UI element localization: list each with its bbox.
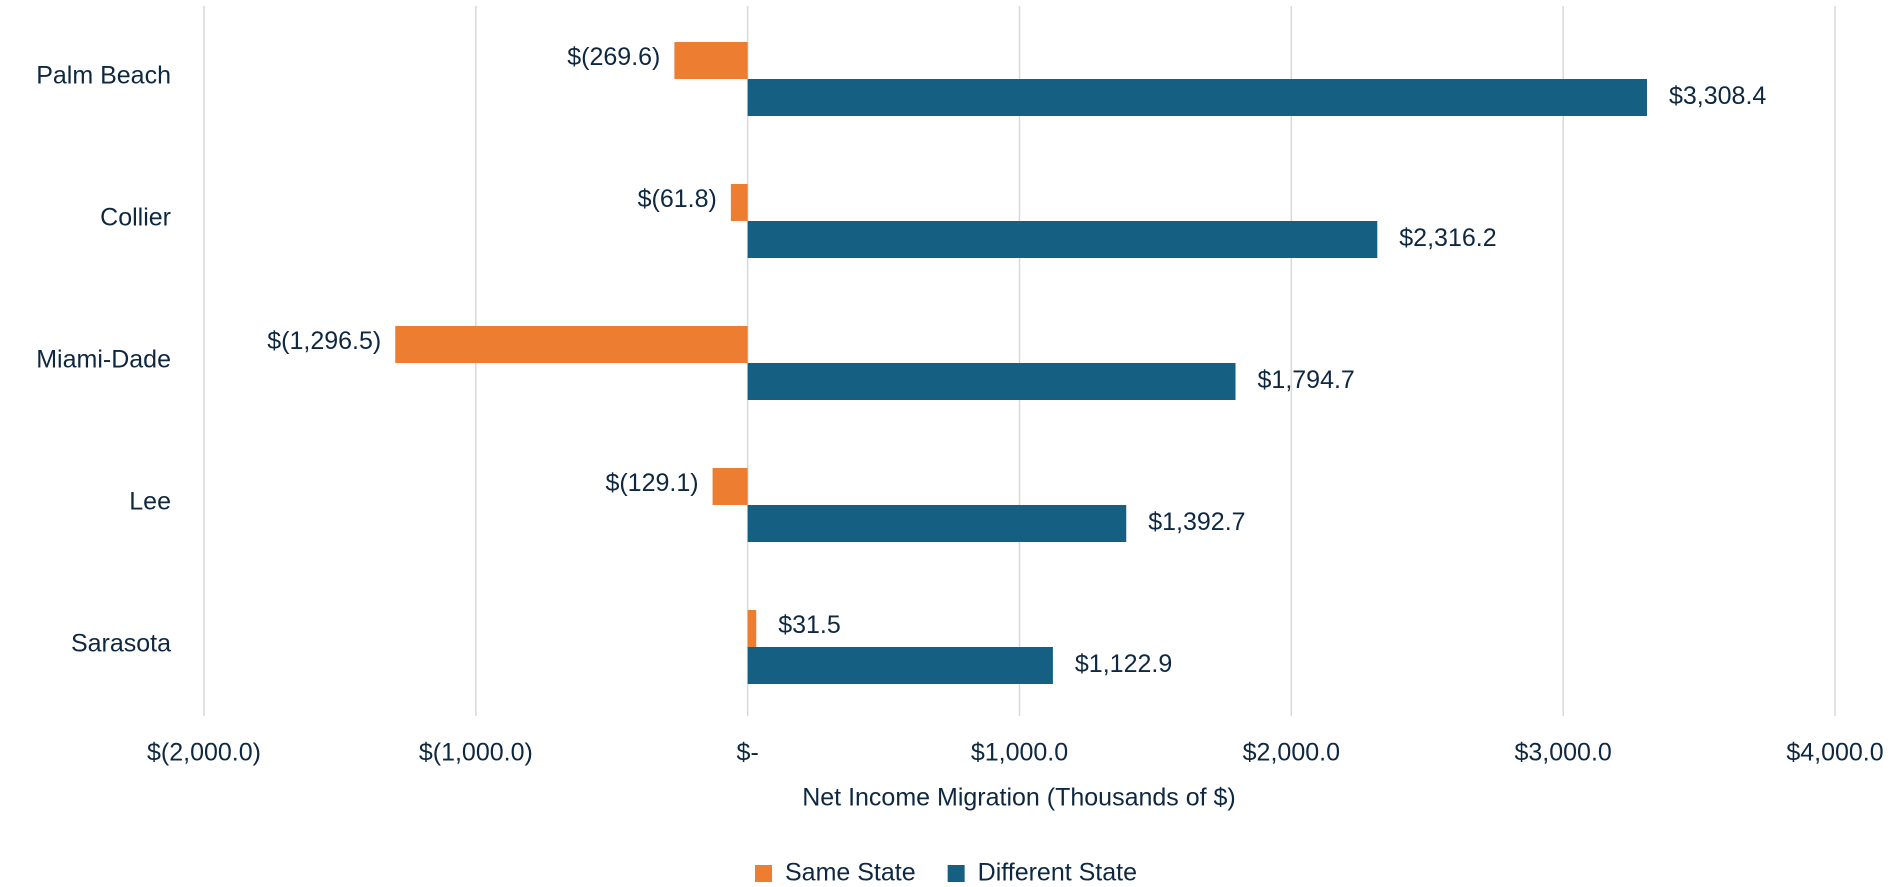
x-tick-label: $3,000.0 xyxy=(1515,739,1612,767)
bar xyxy=(747,647,1053,684)
x-tick-label: $- xyxy=(737,739,759,767)
data-label: $2,316.2 xyxy=(1399,224,1496,252)
y-tick-label: Collier xyxy=(100,204,171,232)
bar xyxy=(747,79,1647,116)
bar xyxy=(395,326,748,363)
y-tick-label: Palm Beach xyxy=(36,62,171,90)
legend-label: Different State xyxy=(978,859,1137,887)
data-label: $(129.1) xyxy=(605,469,698,497)
x-tick-label: $1,000.0 xyxy=(971,739,1068,767)
y-tick-label: Miami-Dade xyxy=(36,346,171,374)
bar xyxy=(747,505,1127,542)
y-tick-label: Lee xyxy=(129,488,171,516)
bar xyxy=(747,221,1378,258)
x-tick-label: $(1,000.0) xyxy=(419,739,533,767)
y-tick-label: Sarasota xyxy=(71,630,171,658)
data-label: $(61.8) xyxy=(638,185,717,213)
data-label: $1,392.7 xyxy=(1148,508,1245,536)
data-label: $31.5 xyxy=(778,611,841,639)
data-label: $(1,296.5) xyxy=(267,327,381,355)
x-tick-label: $(2,000.0) xyxy=(147,739,261,767)
x-tick-label: $2,000.0 xyxy=(1243,739,1340,767)
legend-swatch xyxy=(947,865,965,882)
legend-label: Same State xyxy=(785,859,916,887)
bar xyxy=(712,468,748,505)
bar xyxy=(674,42,748,79)
bar xyxy=(747,363,1236,400)
bar xyxy=(730,184,748,221)
data-label: $1,794.7 xyxy=(1258,366,1355,394)
bar xyxy=(747,610,757,647)
data-label: $(269.6) xyxy=(567,43,660,71)
data-label: $3,308.4 xyxy=(1669,82,1766,110)
x-axis-title: Net Income Migration (Thousands of $) xyxy=(802,784,1236,812)
data-label: $1,122.9 xyxy=(1075,650,1172,678)
legend-swatch xyxy=(755,865,772,882)
x-tick-label: $4,000.0 xyxy=(1786,739,1883,767)
